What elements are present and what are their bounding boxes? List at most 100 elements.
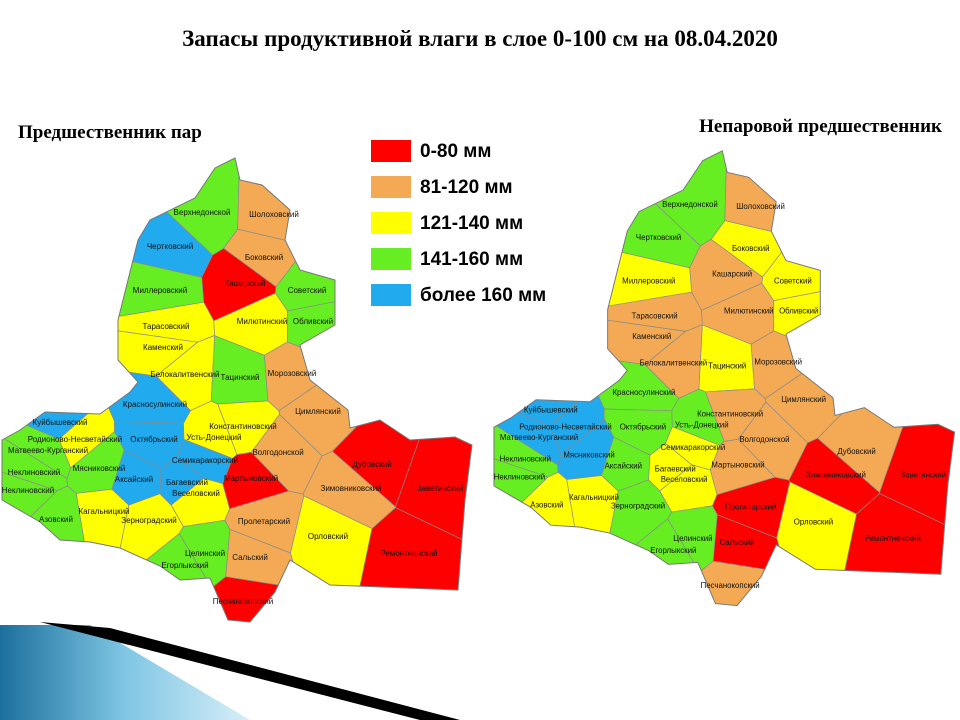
district-label: Шолоховский	[736, 202, 785, 211]
district-label: Куйбышевский	[524, 406, 578, 415]
district-label: Мясниковский	[563, 451, 614, 460]
district-label: Кагальницкий	[78, 507, 129, 516]
district-label: Зимовниковский	[806, 470, 866, 479]
district-label: Неклиновский	[2, 486, 54, 495]
district-label: Матвеево-Курганский	[500, 433, 578, 442]
district-label: Красносулинский	[123, 400, 187, 409]
district-label: Красносулинский	[612, 388, 675, 397]
district-label: Заветинский	[417, 484, 464, 493]
district	[660, 560, 833, 606]
district-label: Волгодонской	[739, 435, 789, 444]
district-label: Боковский	[245, 253, 283, 262]
district-label: Кашарский	[225, 279, 266, 288]
district-label: Миллеровский	[622, 276, 675, 285]
map-title: Предшественник пар	[18, 122, 202, 143]
legend-swatch	[371, 140, 411, 162]
district	[493, 248, 595, 427]
district-label: Белокалитвенский	[150, 370, 219, 379]
district-label: Целинский	[673, 534, 712, 543]
map: Верхнедонской Шолоховский Чертковский Боков…	[1, 157, 473, 623]
district-label: Зерноградский	[611, 502, 665, 511]
district-label: Сальский	[720, 538, 755, 547]
district-label: Каменский	[143, 343, 183, 352]
district-label: Обливский	[779, 307, 818, 316]
district-label: Багаевский	[655, 464, 696, 473]
district-label: Обливский	[293, 317, 333, 326]
district-label: Волгодонской	[252, 448, 303, 457]
district-label: Заветинский	[900, 470, 946, 479]
district-label: Октябрьский	[620, 422, 666, 431]
district	[172, 576, 348, 622]
district-label: Веселовский	[172, 489, 220, 498]
district-label: Константиновский	[209, 422, 277, 431]
district-label: Багаевский	[166, 478, 208, 487]
district-label: Усть-Донецкий	[675, 420, 729, 429]
district-label: Цимлянский	[781, 395, 826, 404]
district-label: Неклиновский	[8, 468, 60, 477]
district-label: Орловский	[308, 532, 348, 541]
district-label: Куйбышевский	[33, 418, 88, 427]
region-outline	[1, 157, 473, 623]
district-label: Семикаракорский	[172, 456, 238, 465]
legend-swatch	[371, 176, 411, 198]
district-label: Зерноградский	[121, 516, 177, 525]
district-label: Шолоховский	[249, 210, 299, 219]
district-label: Родионово-Несветайский	[28, 435, 122, 444]
district-label: Целинский	[185, 549, 225, 558]
district-label: Аксайский	[605, 461, 642, 470]
legend-swatch	[371, 212, 411, 234]
district-label: Верхнедонской	[174, 208, 231, 217]
district-label: Азовский	[530, 501, 563, 510]
district-label: Мясниковский	[73, 464, 126, 473]
district-label: Егорлыкский	[650, 546, 696, 555]
legend-label: более 160 мм	[420, 285, 546, 306]
district-label: Аксайский	[115, 475, 153, 484]
district-label: Матвеево-Курганский	[8, 446, 88, 455]
district-label: Азовский	[39, 515, 73, 524]
district-label: Кагальницкий	[569, 493, 619, 502]
district-label: Усть-Донецкий	[187, 433, 242, 442]
region-outline	[493, 150, 956, 607]
district-label: Белокалитвенский	[640, 359, 708, 368]
district-label: Песчанокопский	[213, 597, 273, 606]
district-label: Советский	[288, 286, 327, 295]
districts	[2, 158, 472, 622]
district-label: Неклиновский	[494, 472, 545, 481]
district-label: Мартыновский	[224, 474, 278, 483]
district-label: Тарасовский	[142, 322, 189, 331]
district-label: Каменский	[632, 332, 671, 341]
map-title: Непаровой предшественник	[699, 116, 942, 137]
district-label: Мартыновский	[711, 460, 764, 469]
decor-swoosh	[0, 625, 250, 720]
district-label: Советский	[774, 276, 812, 285]
legend-swatch	[371, 248, 411, 270]
district-label: Тацинский	[708, 362, 746, 371]
legend: 0-80 мм 81-120 мм 121-140 мм 141-160 мм боле…	[371, 140, 546, 306]
districts	[493, 150, 955, 606]
district-label: Песчанокопский	[701, 581, 760, 590]
district-label: Егорлыкский	[161, 561, 208, 570]
district-label: Дубовский	[352, 460, 391, 469]
district-label: Дубовский	[837, 447, 875, 456]
district-label: Тарасовский	[632, 312, 678, 321]
district-label: Миллеровский	[133, 286, 187, 295]
district-label: Константиновский	[697, 410, 763, 419]
district-label: Сальский	[232, 553, 268, 562]
legend-label: 121-140 мм	[420, 213, 523, 234]
district-label: Пролетарский	[725, 503, 776, 512]
district-label: Тацинский	[221, 373, 260, 382]
district-label: Верхнедонской	[662, 200, 718, 209]
district-label: Пролетарский	[238, 517, 290, 526]
district-label: Зимовниковский	[320, 484, 381, 493]
district-label: Морозовский	[268, 369, 317, 378]
district-label: Чертковский	[636, 233, 681, 242]
legend-label: 141-160 мм	[420, 249, 523, 270]
district-label: Родионово-Несветайский	[519, 422, 611, 431]
legend-label: 0-80 мм	[420, 141, 491, 162]
map: Верхнедонской Шолоховский Чертковский Боков…	[493, 150, 956, 607]
legend-label: 81-120 мм	[420, 177, 513, 198]
district	[2, 158, 214, 278]
district-label: Чертковский	[147, 242, 193, 251]
district-label: Цимлянский	[295, 407, 341, 416]
